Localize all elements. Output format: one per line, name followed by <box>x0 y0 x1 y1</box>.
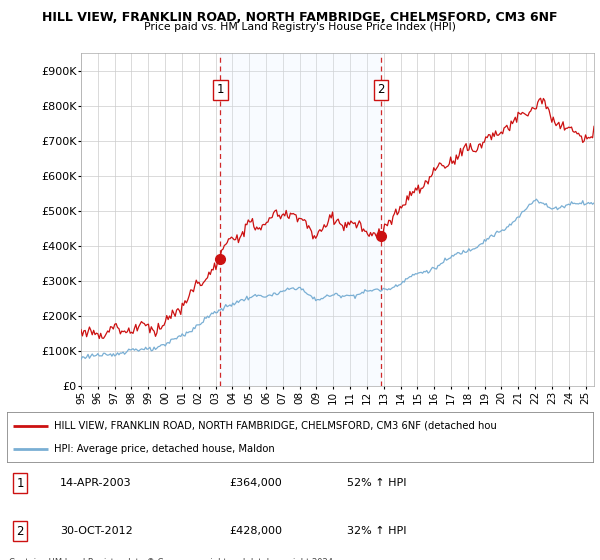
Text: 30-OCT-2012: 30-OCT-2012 <box>60 526 133 536</box>
Text: 52% ↑ HPI: 52% ↑ HPI <box>347 478 406 488</box>
Text: 1: 1 <box>16 477 24 490</box>
Bar <box>220 53 381 386</box>
Text: Price paid vs. HM Land Registry's House Price Index (HPI): Price paid vs. HM Land Registry's House … <box>144 22 456 32</box>
Text: £428,000: £428,000 <box>230 526 283 536</box>
Text: HILL VIEW, FRANKLIN ROAD, NORTH FAMBRIDGE, CHELMSFORD, CM3 6NF (detached hou: HILL VIEW, FRANKLIN ROAD, NORTH FAMBRIDG… <box>54 421 497 431</box>
Text: 2: 2 <box>377 83 385 96</box>
Text: 2: 2 <box>16 525 24 538</box>
Text: HILL VIEW, FRANKLIN ROAD, NORTH FAMBRIDGE, CHELMSFORD, CM3 6NF: HILL VIEW, FRANKLIN ROAD, NORTH FAMBRIDG… <box>42 11 558 24</box>
Text: HPI: Average price, detached house, Maldon: HPI: Average price, detached house, Mald… <box>54 445 275 454</box>
Text: 32% ↑ HPI: 32% ↑ HPI <box>347 526 406 536</box>
Text: 14-APR-2003: 14-APR-2003 <box>60 478 131 488</box>
Text: 1: 1 <box>217 83 224 96</box>
Text: Contains HM Land Registry data © Crown copyright and database right 2024.: Contains HM Land Registry data © Crown c… <box>9 558 335 560</box>
Text: £364,000: £364,000 <box>230 478 283 488</box>
